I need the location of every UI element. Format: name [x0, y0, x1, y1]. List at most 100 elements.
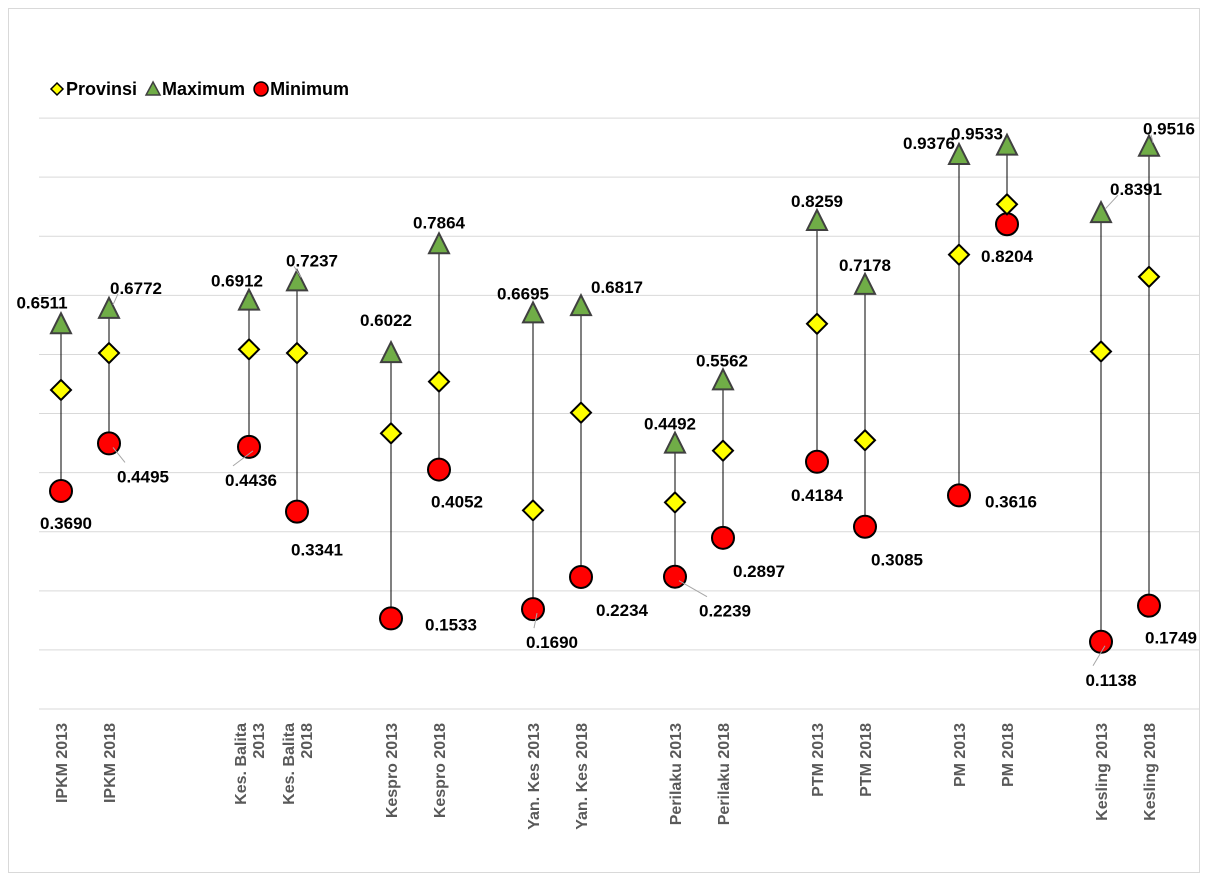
category-label: Yan. Kes 2018 [574, 723, 591, 830]
minimum-leader-line [533, 613, 538, 629]
minimum-marker [853, 514, 877, 539]
minimum-marker [97, 431, 121, 456]
maximum-leader-line [1104, 194, 1119, 210]
category-label: PTM 2013 [810, 723, 827, 797]
maximum-marker [521, 300, 545, 324]
minimum-marker [427, 457, 451, 482]
provinsi-marker [1137, 265, 1161, 289]
category-label: Kesling 2018 [1142, 723, 1159, 821]
category-label: Perilaku 2018 [716, 723, 733, 825]
category-label: PM 2018 [1000, 723, 1017, 787]
minimum-data-label: 0.3690 [40, 514, 92, 533]
minimum-marker [237, 434, 261, 459]
provinsi-marker [663, 491, 687, 514]
minimum-data-label: 0.1749 [1145, 629, 1197, 648]
minimum-data-label: 0.4495 [117, 467, 169, 486]
minimum-data-label: 0.2234 [596, 601, 649, 620]
provinsi-marker [97, 341, 121, 365]
maximum-data-label: 0.6912 [211, 272, 263, 291]
maximum-data-label: 0.6817 [591, 278, 643, 297]
minimum-marker [995, 212, 1019, 237]
provinsi-marker [285, 341, 309, 365]
maximum-marker [237, 287, 261, 311]
category-label: IPKM 2013 [54, 723, 71, 803]
maximum-marker [947, 141, 971, 165]
minimum-leader-line [678, 580, 708, 598]
minimum-data-label: 0.3341 [291, 541, 343, 560]
minimum-marker [947, 483, 971, 508]
provinsi-marker [1089, 340, 1113, 363]
maximum-marker [379, 339, 403, 364]
minimum-marker [805, 449, 829, 474]
provinsi-marker [49, 378, 73, 402]
maximum-marker [995, 132, 1019, 156]
maximum-marker [1137, 133, 1161, 157]
minimum-marker [663, 564, 687, 589]
minimum-data-label: 0.4436 [225, 471, 277, 490]
category-label: Kespro 2018 [432, 723, 449, 818]
category-label: PM 2013 [952, 723, 969, 787]
maximum-marker [853, 271, 877, 295]
provinsi-marker [521, 498, 545, 522]
maximum-data-label: 0.6772 [110, 279, 162, 298]
maximum-leader-line [293, 266, 302, 278]
minimum-data-label: 0.1690 [526, 633, 578, 652]
maximum-marker [711, 367, 735, 391]
category-label: Yan. Kes 2013 [526, 723, 543, 830]
maximum-data-label: 0.8391 [1110, 180, 1162, 199]
provinsi-marker [995, 192, 1019, 216]
minimum-marker [379, 606, 403, 631]
maximum-data-label: 0.8259 [791, 192, 843, 211]
maximum-data-label: 0.5562 [696, 351, 748, 370]
category-label: Kesling 2013 [1094, 723, 1111, 821]
minimum-data-label: 0.8204 [981, 247, 1034, 266]
provinsi-marker [947, 243, 971, 267]
data-labels: 0.6511 0.3690 0.6772 0.4495 0.6912 0.4436 0.72… [16, 120, 1197, 690]
provinsi-marker [853, 428, 877, 452]
provinsi-marker [427, 370, 451, 393]
minimum-data-label: 0.3085 [871, 551, 923, 570]
category-labels: IPKM 2013 IPKM 2018 Kes. Balita 2013 Kes. Ba… [54, 723, 1159, 830]
minimum-marker [711, 525, 735, 550]
minimum-leader-line [112, 447, 126, 463]
minimum-marker [521, 597, 545, 622]
legend-minimum-icon [253, 81, 269, 97]
legend-label: Maximum [162, 79, 245, 99]
minimum-marker [1137, 593, 1161, 618]
legend-maximum-icon [144, 80, 162, 96]
chart: 0.6511 0.3690 0.6772 0.4495 0.6912 0.4436 0.72… [16, 79, 1199, 830]
maximum-marker [569, 292, 593, 317]
maximum-marker [285, 268, 309, 292]
minimum-data-label: 0.4052 [431, 493, 483, 512]
category-label: Kes. Balita [233, 723, 250, 805]
maximum-leader-line [112, 293, 119, 306]
minimum-data-label: 0.2239 [699, 602, 751, 621]
minimum-marker [569, 564, 593, 589]
minimum-data-label: 0.3616 [985, 492, 1037, 511]
provinsi-marker [805, 312, 829, 336]
provinsi-marker [711, 439, 735, 463]
chart-frame: 0.6511 0.3690 0.6772 0.4495 0.6912 0.4436 0.72… [8, 8, 1200, 873]
maximum-data-label: 0.7178 [839, 256, 891, 275]
minimum-data-label: 0.1533 [425, 615, 477, 634]
provinsi-marker [379, 421, 403, 445]
maximum-leader-line [1150, 134, 1154, 143]
legend: Provinsi Maximum Minimum [49, 79, 349, 99]
maximum-marker [97, 295, 121, 319]
minimum-data-label: 0.4184 [791, 486, 844, 505]
category-label: Kes. Balita [281, 723, 298, 805]
maximum-data-label: 0.7237 [286, 251, 338, 270]
category-label: IPKM 2018 [102, 723, 119, 803]
minimum-leader-line [1092, 645, 1106, 667]
data-markers [49, 132, 1161, 654]
maximum-marker [1089, 199, 1113, 224]
category-label: Kespro 2013 [384, 723, 401, 818]
legend-label: Provinsi [66, 79, 137, 99]
maximum-data-label: 0.6511 [16, 293, 67, 312]
category-label: PTM 2018 [858, 723, 875, 797]
maximum-marker [49, 311, 73, 335]
category-label: 2013 [251, 723, 268, 759]
gridlines [39, 117, 1199, 710]
minimum-data-label: 0.2897 [733, 562, 785, 581]
minimum-marker [1089, 629, 1113, 654]
